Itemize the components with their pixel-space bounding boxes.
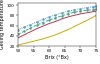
Line: Yellow: Yellow: [18, 15, 96, 45]
Medium methyl: [17, 34, 19, 35]
Yellow: [80, 23, 81, 24]
High methyl: [67, 11, 69, 12]
Medium methyl: [86, 10, 87, 11]
Slowset: [49, 23, 50, 24]
Yellow: [61, 32, 62, 33]
Yellow: [74, 26, 75, 27]
Medium methyl: [61, 15, 62, 16]
Yellow: [86, 20, 87, 21]
Line: Slowset: Slowset: [18, 11, 96, 38]
High methyl: [95, 6, 97, 7]
X-axis label: Brix (°Bx): Brix (°Bx): [45, 55, 69, 60]
High methyl: [86, 7, 87, 8]
Yellow: [36, 40, 37, 41]
Slowset: [92, 11, 94, 12]
Yellow: [49, 36, 50, 37]
Slowset: [24, 34, 25, 35]
Medium methyl: [67, 13, 69, 14]
Slowset: [30, 31, 31, 32]
High methyl: [61, 12, 62, 13]
High methyl: [17, 29, 19, 30]
Yellow: [95, 15, 97, 16]
Slowset: [86, 12, 87, 13]
Medium methyl: [24, 31, 25, 32]
Medium methyl: [74, 12, 75, 13]
Slowset: [36, 28, 37, 29]
High methyl: [55, 14, 56, 15]
High methyl: [92, 6, 94, 7]
Medium methyl: [95, 9, 97, 10]
Medium methyl: [92, 9, 94, 10]
Yellow: [92, 17, 94, 18]
Yellow: [55, 34, 56, 35]
Medium methyl: [42, 22, 44, 23]
Line: High methyl: High methyl: [17, 5, 97, 31]
High methyl: [24, 27, 25, 28]
Yellow: [24, 43, 25, 44]
Yellow: [67, 29, 69, 30]
High methyl: [74, 9, 75, 10]
High methyl: [42, 19, 44, 20]
Slowset: [55, 21, 56, 22]
Slowset: [80, 13, 81, 14]
High methyl: [80, 8, 81, 9]
Slowset: [74, 15, 75, 16]
High methyl: [30, 24, 31, 25]
Y-axis label: Gelling temperature: Gelling temperature: [0, 0, 5, 49]
Medium methyl: [80, 11, 81, 12]
Slowset: [95, 11, 97, 12]
Medium methyl: [30, 28, 31, 29]
Line: Medium methyl: Medium methyl: [17, 8, 97, 35]
